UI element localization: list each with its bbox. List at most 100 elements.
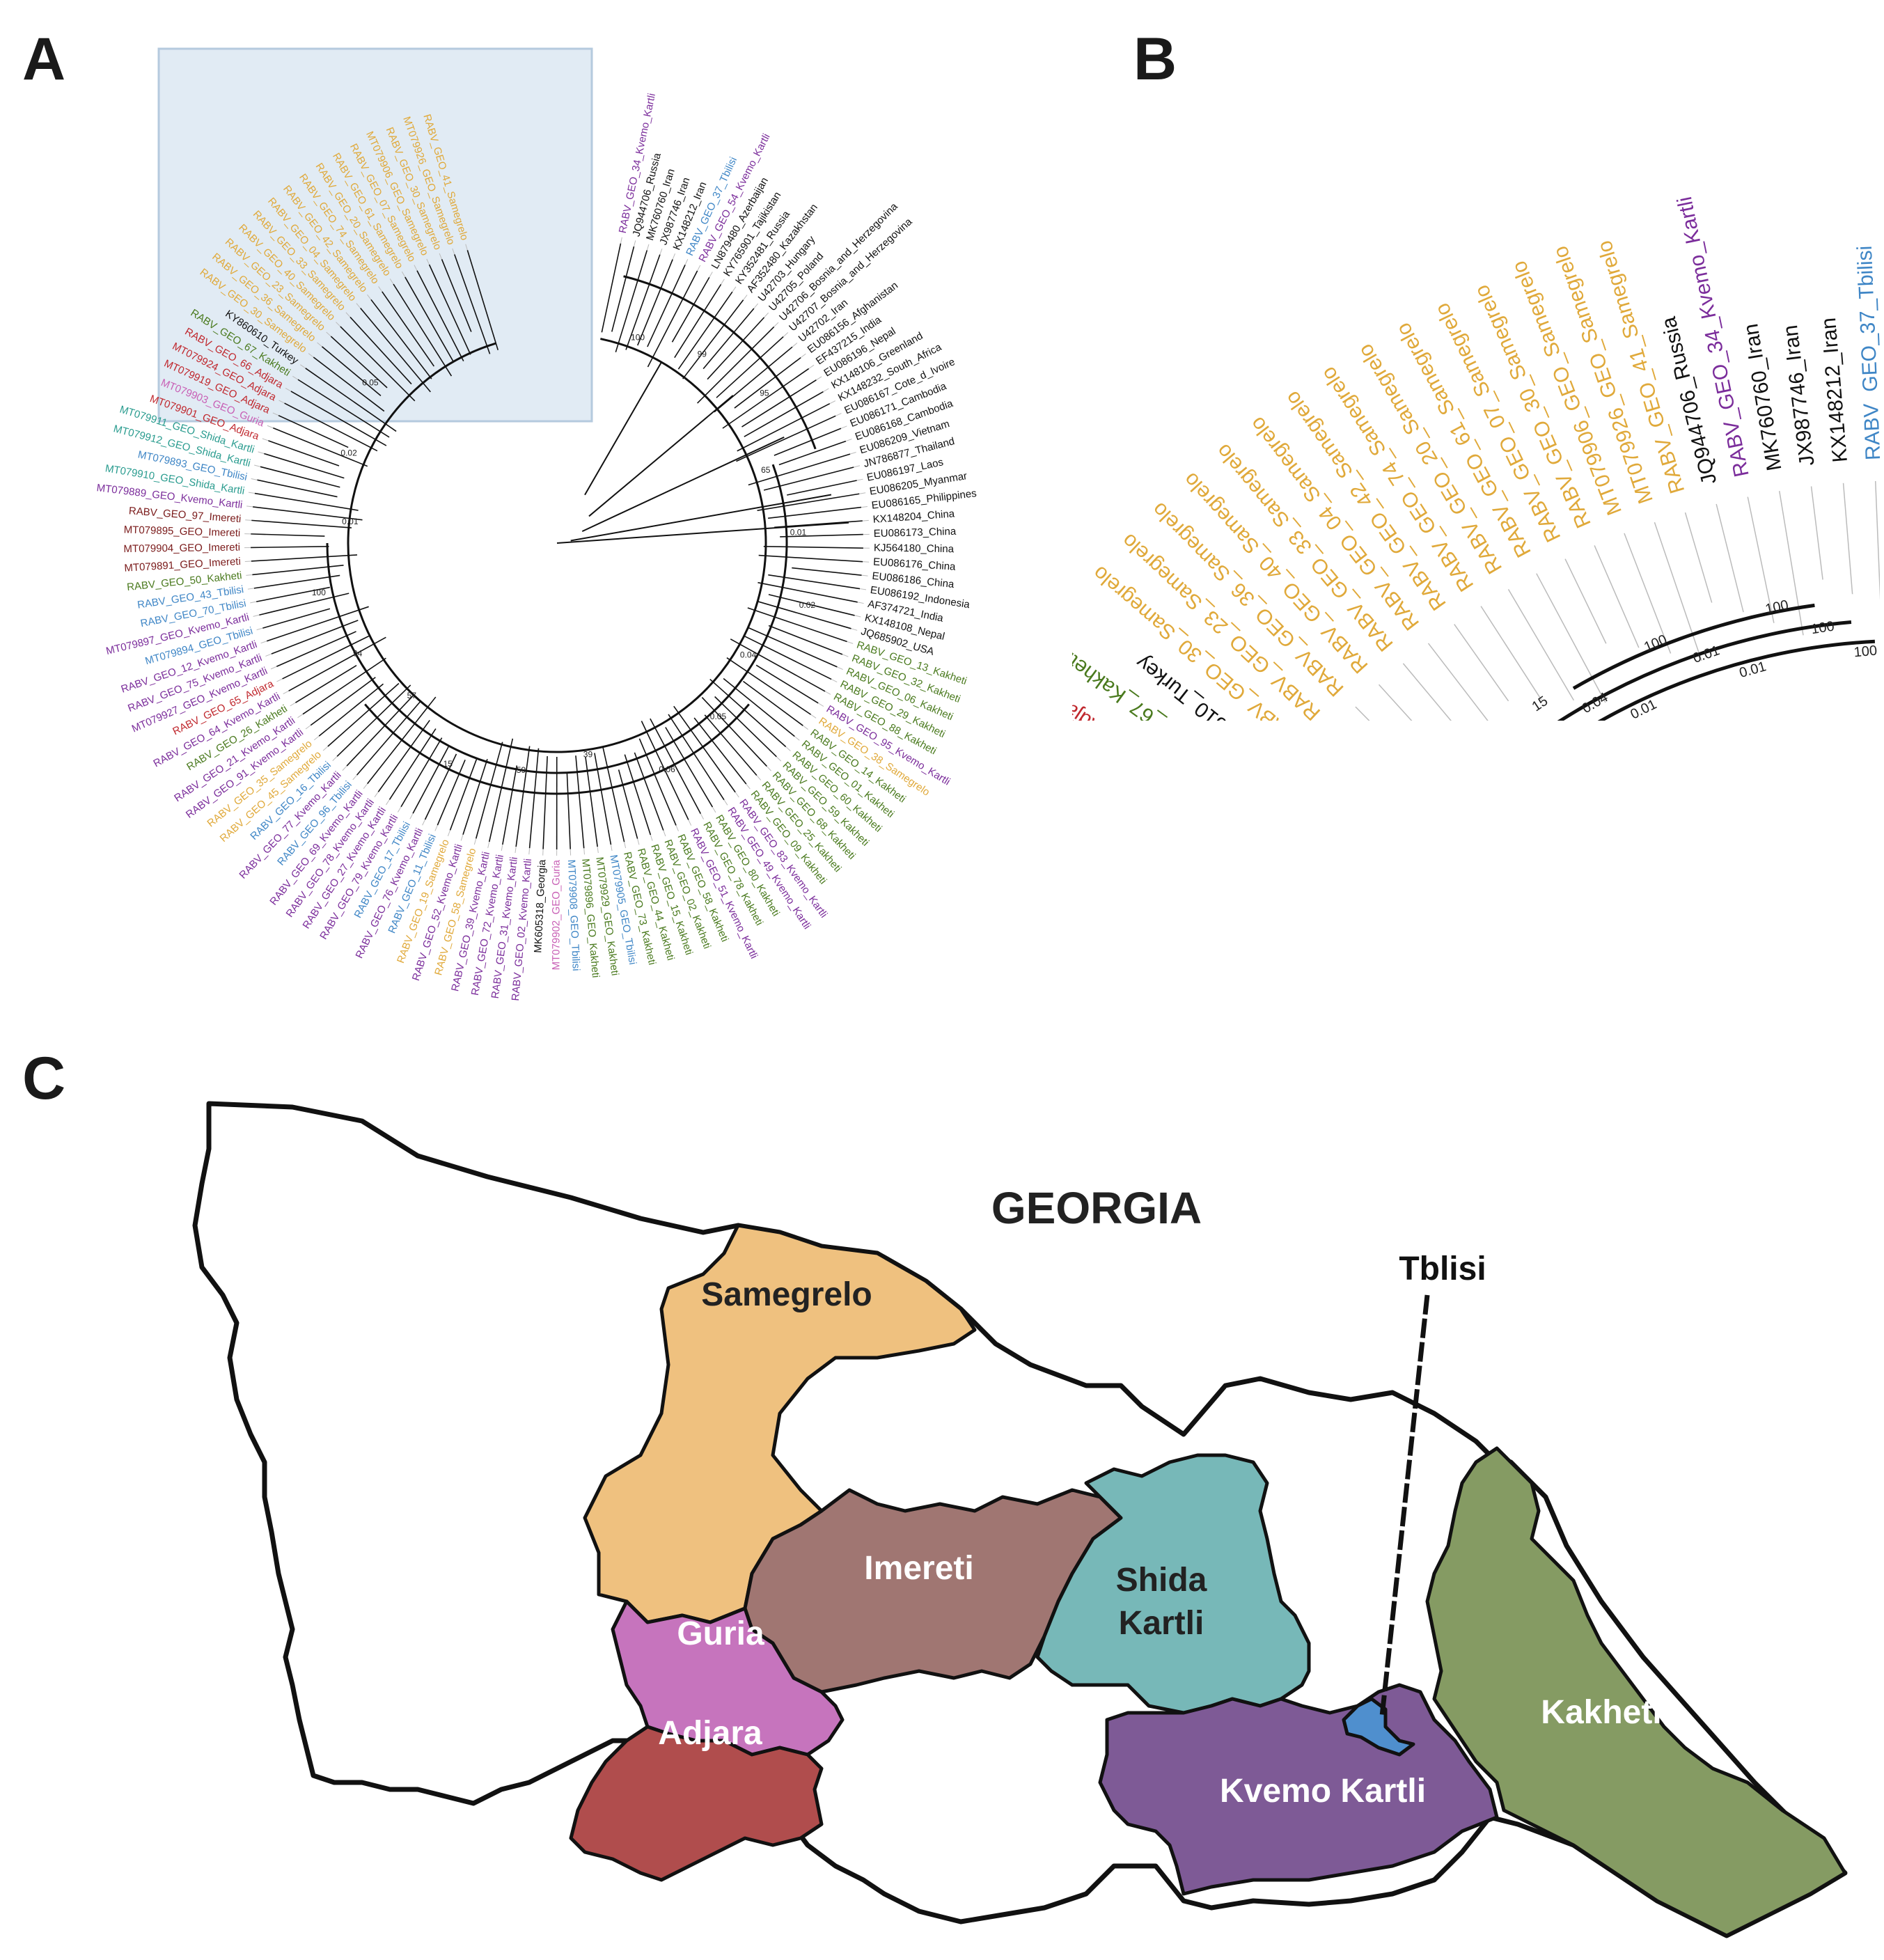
tree-leaf-guide <box>709 272 713 278</box>
tree-leaf-guide <box>697 265 701 272</box>
zoom-tree-branch <box>1236 858 1346 925</box>
tree-leaf-label: MT079902_GEO_Guria <box>550 859 562 970</box>
tree-branch <box>515 746 531 847</box>
tree-branch <box>787 480 857 496</box>
tree-support-value: 0.01 <box>790 527 807 537</box>
tree-leaf-guide <box>721 279 725 285</box>
tree-leaf-guide <box>859 492 866 494</box>
tree-branch <box>260 466 340 488</box>
tree-branch <box>709 678 787 748</box>
region-guria <box>611 1599 845 1757</box>
tree-branch <box>716 336 784 398</box>
tree-branch <box>767 506 862 519</box>
zoom-support-value: 39 <box>1528 762 1550 783</box>
zoom-tree-branch <box>1594 545 1640 648</box>
tree-leaf-guide <box>247 588 254 590</box>
map-region-labels: Samegrelo Imereti Guria Adjara Shida Kartli Kv… <box>658 1251 1661 1810</box>
tree-leaf-guide <box>785 746 791 751</box>
panel-label-b: B <box>1133 26 1177 93</box>
tree-leaf-guide <box>256 627 263 631</box>
zoom-tree-leaf-label: MT079924_GEO_Adjara <box>1015 719 1223 858</box>
tree-branch <box>528 748 540 849</box>
tree-branch <box>297 379 390 438</box>
tree-support-value: 0.05 <box>710 712 727 721</box>
zoom-tree-branch <box>1480 606 1542 700</box>
region-label: Kartli <box>1119 1605 1204 1642</box>
zoomed-tree-segment: RABV_GEO_54_Kvemo_KartliRABV_GEO_37_Tbil… <box>994 195 1880 925</box>
tree-leaf-guide <box>831 679 838 683</box>
tree-leaf-guide <box>262 438 269 441</box>
tree-branch <box>424 753 457 820</box>
tree-branch <box>310 677 376 726</box>
tree-branch <box>601 243 622 333</box>
zoom-tree-branch <box>1684 512 1713 603</box>
tree-leaf-label: MT079908_GEO_Tbilisi <box>565 859 582 971</box>
tree-branch <box>282 635 369 680</box>
tree-leaf-guide <box>426 258 430 265</box>
tree-branch <box>253 506 363 521</box>
zoom-tree-branch <box>1810 486 1823 580</box>
tree-leaf-guide <box>700 813 704 820</box>
tree-branch <box>251 533 325 537</box>
region-label: Samegrelo <box>701 1276 872 1313</box>
tree-leaf-guide <box>851 628 858 631</box>
tree-leaf-guide <box>863 561 870 563</box>
zoom-tree-branch <box>1507 588 1575 701</box>
tree-branch <box>288 636 386 691</box>
tree-branch <box>295 665 357 703</box>
tree-branch <box>502 765 518 845</box>
zoom-tree-branch <box>1842 483 1853 595</box>
tree-branch <box>284 402 378 452</box>
tree-leaf-guide <box>764 312 769 318</box>
tree-leaf-guide <box>246 505 253 508</box>
tree-branch <box>581 436 785 533</box>
tree-branch <box>556 522 849 544</box>
tree-leaf-guide <box>675 825 679 831</box>
zoom-tree-branch <box>1874 480 1880 601</box>
zoom-tree-leaf-label: MT079919_GEO_Adjara <box>994 755 1207 886</box>
tree-leaf-guide <box>336 322 341 327</box>
tree-branch <box>290 391 387 446</box>
tree-branch <box>701 696 767 767</box>
tree-branch <box>778 440 847 466</box>
tree-leaf-guide <box>684 258 689 265</box>
tree-branch <box>318 683 384 737</box>
tree-branch <box>251 545 329 549</box>
tree-leaf-guide <box>276 678 283 682</box>
tree-leaf-guide <box>251 478 258 480</box>
tree-support-values: 100 99 95 65 0.01 0.02 0.04 0.05 0.06 39 59 15 57 94 1… <box>312 333 816 775</box>
tree-branch <box>674 283 722 359</box>
tree-branch <box>278 414 349 448</box>
zoom-tree-branch <box>1747 496 1775 623</box>
tree-branch <box>370 299 432 379</box>
tree-branch <box>737 403 831 452</box>
tree-branch <box>757 493 860 511</box>
tree-leaf-label: MT079895_GEO_Imereti <box>123 524 240 539</box>
tree-leaf-guide <box>817 703 824 707</box>
tree-branch <box>697 326 775 404</box>
tree-leaf-guide <box>835 413 842 416</box>
circular-phylogenetic-tree: RABV_GEO_34_Kvemo_KartliJQ944706_RussiaM… <box>96 47 978 1001</box>
tree-leaf-guide <box>409 813 414 820</box>
tree-leaf-guide <box>434 824 438 831</box>
tree-leaf-guide <box>842 654 849 657</box>
tree-leaf-label: MK605318_Georgia <box>532 859 548 953</box>
tree-leaf-guide <box>792 343 798 347</box>
tree-branch <box>726 657 812 715</box>
tree-leaf-guide <box>646 244 650 251</box>
tree-branch <box>768 625 843 655</box>
zoom-support-value: 100 <box>1810 619 1835 638</box>
tree-branch <box>428 264 471 355</box>
tree-branch <box>768 594 855 616</box>
tree-leaf-guide <box>322 746 329 751</box>
zoom-tree-leaf-label: JX987746_Iran <box>1779 324 1819 467</box>
tree-leaf-guide <box>794 736 800 741</box>
tree-branch <box>668 714 725 801</box>
tree-leaf-guide <box>862 519 869 522</box>
tree-leaf-guide <box>378 286 383 292</box>
zoom-tree-leaf-label: KX148212_Iran <box>1817 317 1852 464</box>
zoom-support-value: 100 <box>1764 597 1790 618</box>
tree-leaf-guide <box>278 400 285 404</box>
tree-leaf-guide <box>756 775 762 781</box>
zoom-tree-branch <box>1536 573 1606 703</box>
